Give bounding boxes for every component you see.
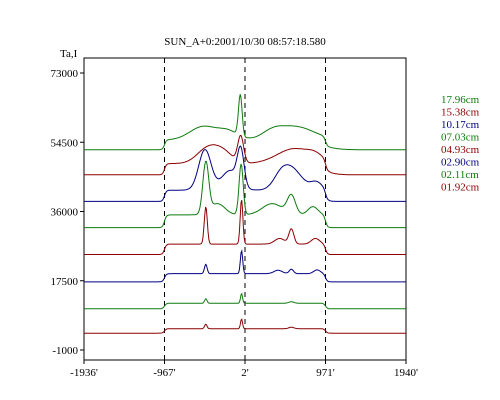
series-line-02.11cm	[84, 292, 406, 310]
y-tick-label: 17500	[51, 276, 79, 288]
x-tick-label: -967'	[153, 367, 175, 379]
x-tick-label: 2'	[241, 367, 249, 379]
chart-title: SUN_A+0:2001/10/30 08:57:18.580	[164, 36, 326, 48]
x-axis: -1936' -967' 2' 971' 1940'	[70, 360, 418, 379]
legend: 17.96cm15.38cm10.17cm07.03cm04.93cm02.90…	[441, 94, 480, 194]
legend-entry: 10.17cm	[441, 119, 480, 131]
y-tick-label: 54500	[51, 137, 79, 149]
x-tick-label: -1936'	[70, 367, 98, 379]
y-tick-label: -1000	[52, 345, 78, 357]
y-axis: 73000 54500 36000 17500 -1000	[51, 68, 84, 357]
series-line-01.92cm	[84, 318, 406, 334]
legend-entry: 07.03cm	[441, 132, 480, 144]
series-line-02.90cm	[84, 249, 406, 283]
legend-entry: 02.90cm	[441, 157, 480, 169]
series-line-07.03cm	[84, 160, 406, 229]
legend-entry: 02.11cm	[441, 169, 479, 181]
legend-entry: 04.93cm	[441, 144, 480, 156]
legend-entry: 15.38cm	[441, 107, 480, 119]
y-tick-label: 73000	[51, 68, 79, 80]
x-tick-label: 971'	[316, 367, 335, 379]
x-tick-label: 1940'	[394, 367, 418, 379]
legend-entry: 01.92cm	[441, 182, 480, 194]
y-axis-label: Ta,I	[60, 48, 78, 60]
series-line-15.38cm	[84, 135, 406, 176]
reference-lines	[164, 58, 326, 360]
legend-entry: 17.96cm	[441, 94, 480, 106]
series-line-04.93cm	[84, 199, 406, 255]
series-line-17.96cm	[84, 94, 406, 151]
y-tick-label: 36000	[51, 207, 79, 219]
series-line-10.17cm	[84, 145, 406, 202]
series-group	[84, 94, 406, 334]
